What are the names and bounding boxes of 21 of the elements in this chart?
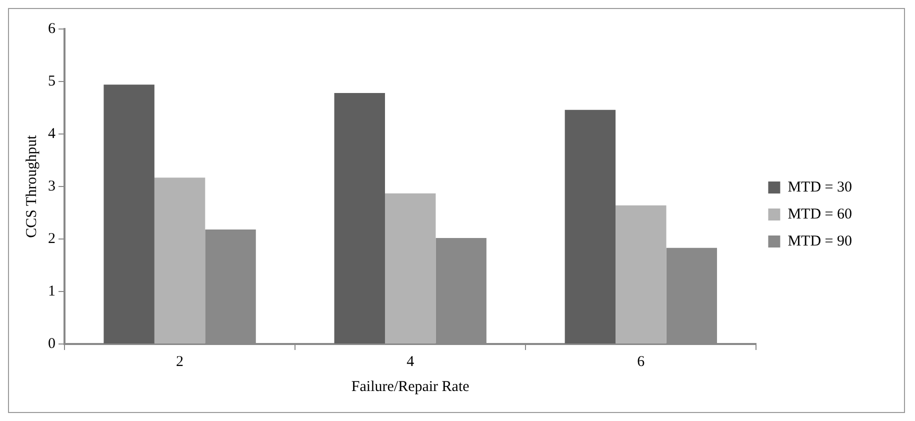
y-tick-label: 6 bbox=[48, 20, 56, 37]
y-tick-label: 5 bbox=[48, 73, 56, 90]
bar bbox=[564, 110, 616, 344]
x-axis-title: Failure/Repair Rate bbox=[351, 378, 470, 395]
x-tick-label: 4 bbox=[406, 354, 415, 370]
bar bbox=[154, 178, 206, 344]
bar bbox=[334, 93, 385, 344]
legend-label: MTD = 30 bbox=[788, 179, 852, 196]
y-tick-label: 2 bbox=[48, 230, 56, 247]
y-tick-label: 4 bbox=[48, 126, 56, 142]
bar bbox=[384, 193, 436, 344]
y-axis-title: CCS Throughput bbox=[24, 134, 40, 238]
bar bbox=[104, 84, 154, 344]
legend-label: MTD = 60 bbox=[788, 206, 852, 222]
legend-label: MTD = 90 bbox=[788, 233, 852, 250]
bar bbox=[616, 205, 666, 344]
y-tick-label: 0 bbox=[48, 336, 56, 352]
x-tick-label: 6 bbox=[637, 354, 646, 370]
x-tick-label: 2 bbox=[176, 354, 184, 370]
y-tick-label: 3 bbox=[48, 178, 56, 194]
y-tick-label: 1 bbox=[48, 283, 56, 300]
